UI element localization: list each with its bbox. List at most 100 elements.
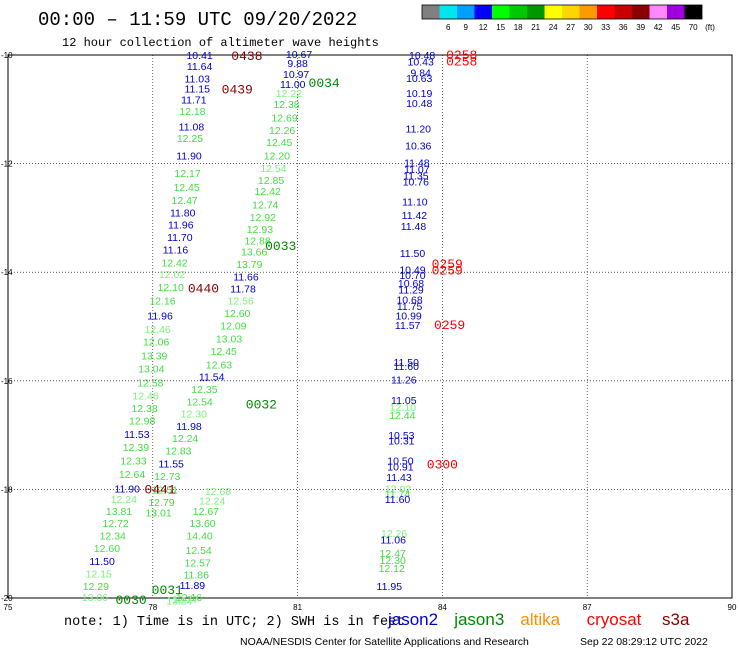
wave-height-value: 11.07 [404,164,430,176]
wave-height-value: 11.89 [180,580,206,592]
wave-height-value: 12.09 [220,320,246,332]
wave-height-value: 12.93 [247,224,273,236]
wave-height-value: 11.80 [170,207,196,219]
wave-height-value: 12.02 [159,269,185,281]
page-title: 00:00 – 11:59 UTC 09/20/2022 [38,9,357,31]
pass-time-label: 0440 [188,281,219,296]
legend-bin-label: 18 [514,23,523,32]
wave-height-value: 13.79 [236,259,262,271]
wave-height-value: 12.77 [172,594,198,606]
pass-time-label: 0259 [434,318,465,333]
wave-height-value: 11.15 [184,84,210,96]
legend-swatch [492,5,510,19]
x-tick-label: 87 [583,603,592,612]
wave-height-value: 12.26 [269,125,295,137]
pass-time-label: 0031 [152,583,183,598]
wave-height-value: 12.39 [123,442,149,454]
legend-swatch [509,5,527,19]
wave-height-value: 10.48 [409,50,435,62]
wave-height-value: 12.42 [161,257,187,269]
wave-height-value: 10.50 [387,456,413,468]
pass-time-label: 0258 [446,48,477,63]
page-subtitle: 12 hour collection of altimeter wave hei… [62,36,379,50]
wave-height-value: 12.60 [94,543,120,555]
wave-height-value: 11.20 [406,123,432,135]
legend-unit-label: (ft) [705,23,715,32]
wave-height-value: 12.42 [255,186,281,198]
y-tick-label: -12 [1,160,13,169]
wave-height-value: 11.16 [163,244,189,256]
wave-height-value: 12.47 [380,548,406,560]
wave-height-value: 9.84 [410,67,431,79]
footer-timestamp: Sep 22 08:29:12 UTC 2022 [580,636,708,648]
pass-time-label: 0033 [265,239,296,254]
wave-height-value: 12.17 [174,168,200,180]
wave-height-value: 11.26 [391,375,417,387]
wave-height-value: 12.67 [193,506,219,518]
legend-swatch [597,5,615,19]
wave-height-value: 12.24 [172,433,198,445]
wave-height-value: 12.12 [379,563,405,575]
wave-height-value: 12.22 [276,88,302,100]
wave-height-value: 12.29 [83,581,109,593]
wave-height-value: 11.48 [401,221,427,233]
wave-height-value: 12.72 [102,518,128,530]
pass-time-label: 0439 [222,83,253,98]
legend-swatch [579,5,597,19]
pass-time-label: 0032 [246,398,277,413]
wave-height-value: 12.25 [177,133,203,145]
wave-height-value: 12.35 [191,384,217,396]
wave-height-value: 11.08 [179,122,205,134]
wave-height-value: 12.10 [390,402,416,414]
plot-frame [7,54,733,599]
legend-swatch [632,5,650,19]
x-tick-label: 78 [148,603,157,612]
legend-bin-label: 36 [619,23,628,32]
legend-bin-label: 42 [654,23,663,32]
x-tick-label: 81 [293,603,302,612]
wave-height-value: 12.64 [119,469,145,481]
wave-height-value: 11.60 [393,361,419,373]
x-tick-label: 84 [438,603,447,612]
wave-height-value: 12.58 [137,377,163,389]
wave-height-value: 13.03 [216,333,242,345]
wave-height-value: 12.45 [266,137,292,149]
wave-height-value: 10.68 [396,294,422,306]
wave-height-value: 11.43 [386,472,412,484]
legend-swatch [474,5,492,19]
x-tick-label: 90 [728,603,737,612]
wave-height-value: 12.38 [273,99,299,111]
legend-swatch [684,5,702,19]
pass-time-label: 0259 [432,263,463,278]
wave-height-value: 11.60 [385,494,411,506]
legend-bin-label: 30 [584,23,593,32]
grid-lines [8,55,732,598]
wave-height-value: 12.69 [271,112,297,124]
wave-height-value: 11.50 [400,248,426,260]
wave-height-value: 11.95 [377,581,403,593]
wave-height-value: 13.04 [138,363,164,375]
wave-height-value: 10.67 [286,49,312,61]
wave-height-value: 12.44 [389,410,415,422]
wave-height-value: 11.55 [158,458,184,470]
legend-swatch [667,5,685,19]
wave-height-value: 12.74 [252,199,278,211]
wave-height-value: 11.64 [187,61,213,73]
wave-height-value: 12.33 [120,456,146,468]
legend-swatch [614,5,632,19]
wave-height-value: 10.76 [403,177,429,189]
wave-height-value: 11.06 [380,534,406,546]
wave-height-value: 12.26 [381,528,407,540]
wave-height-value: 10.63 [406,73,432,85]
wave-height-value: 13.06 [82,592,108,604]
wave-height-value: 12.46 [144,324,170,336]
legend-swatch [544,5,562,19]
y-tick-label: -18 [1,485,13,494]
wave-height-value: 12.30 [380,555,406,567]
wave-height-value: 10.91 [387,462,413,474]
satellite-name-jason3: jason3 [453,610,504,629]
wave-height-value: 12.79 [148,497,174,509]
legend-bin-label: 21 [531,23,540,32]
satellite-legend: jason2 jason3 altika cryosat s3a [387,610,690,629]
